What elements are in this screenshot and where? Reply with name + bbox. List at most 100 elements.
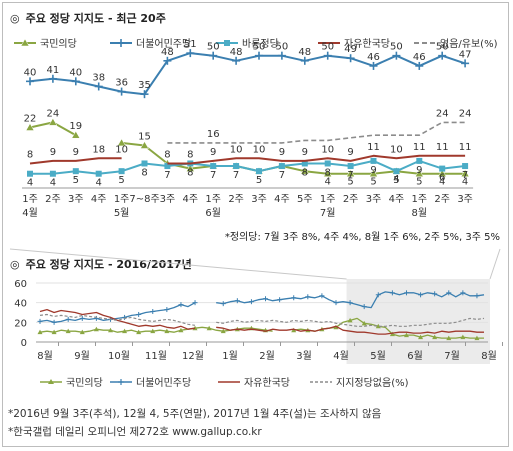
chart1-label-1-7: 51	[184, 39, 197, 50]
chart2-point-0-46	[361, 320, 367, 326]
chart1-point-1-3	[94, 82, 103, 91]
chart1-point-2-16	[393, 168, 400, 175]
chart1-point-0-15	[369, 169, 378, 177]
connector-right	[489, 248, 501, 280]
chart1-label-3-17: 11	[413, 142, 426, 153]
chart2-point-1-16	[150, 309, 156, 315]
chart2-month-7: 3월	[296, 350, 312, 362]
chart2-point-1-46	[361, 304, 367, 310]
chart2-point-1-48	[375, 292, 381, 298]
chart1-point-1-19	[461, 59, 470, 68]
chart1-label-0-16: 4	[393, 174, 399, 185]
chart2-point-1-54	[418, 292, 424, 298]
chart2-point-1-6	[79, 315, 85, 321]
footnote-source: *한국갤럽 데일리 오피니언 제272호 www.gallup.co.kr	[8, 426, 262, 438]
chart1-point-1-0	[26, 77, 34, 86]
chart2-point-0-0	[37, 329, 43, 335]
chart2-point-0-56	[432, 334, 438, 340]
chart2-series-1-seg-0	[39, 302, 196, 323]
chart1-point-1-17	[415, 61, 424, 70]
legend1-label-2: 바른정당	[242, 38, 279, 50]
chart1-xtick-12: 5주	[297, 194, 313, 205]
chart1-label-3-19: 11	[459, 142, 472, 153]
chart1-label-2-3: 4	[96, 178, 102, 189]
chart1-point-1-14	[346, 54, 355, 63]
chart2-point-1-58	[446, 290, 452, 296]
chart1-month-3: 7월	[320, 207, 336, 219]
chart1-series-0-seg-1	[121, 141, 466, 175]
chart1-point-2-6	[164, 163, 171, 170]
legend1-label-3: 자유한국당	[344, 38, 390, 50]
chart2-point-1-32	[263, 296, 269, 302]
chart1-label-2-1: 4	[50, 178, 56, 189]
chart1-point-2-0	[27, 170, 33, 177]
chart1-label-1-10: 50	[253, 42, 266, 53]
chart2-point-1-0	[37, 318, 43, 324]
chart2-ytick-1: 20	[14, 318, 27, 329]
legend2-marker-1	[118, 379, 124, 385]
chart1-point-2-13	[324, 160, 331, 167]
chart1-label-3-10: 10	[253, 144, 266, 155]
chart2-title-mark: ◎	[10, 258, 20, 271]
chart1-xtick-4: 1주	[114, 194, 130, 205]
chart1-label-0-5: 15	[138, 132, 151, 143]
chart1-label-1-13: 50	[321, 42, 334, 53]
chart2-ytick-2: 40	[14, 299, 27, 310]
legend2-label-2: 자유한국당	[244, 377, 290, 389]
chart2-point-1-36	[291, 295, 297, 301]
chart1-xtick-10: 3주	[251, 194, 267, 205]
legend1-label-4: 없음/유보(%)	[440, 37, 498, 50]
chart1-point-2-17	[416, 157, 423, 164]
chart2-point-1-20	[178, 302, 184, 308]
chart1-xtick-0: 1주	[22, 194, 38, 205]
chart1-point-2-12	[301, 160, 308, 167]
chart1-label-3-1: 9	[50, 147, 56, 158]
chart1-label-3-9: 10	[230, 144, 243, 155]
chart1-label-3-2: 9	[73, 147, 79, 158]
chart1-label-2-7: 8	[187, 167, 193, 178]
chart2-recent-highlight	[346, 279, 490, 364]
chart1-point-0-13	[323, 169, 333, 177]
chart1-label-2-13: 8	[325, 167, 331, 178]
chart1-month-4: 8월	[412, 207, 428, 219]
chart2-point-0-12	[122, 328, 128, 334]
chart1-title: ◎ 주요 정당 지지도 - 최근 20주	[10, 10, 166, 26]
chart1-xtick-9: 2주	[228, 194, 244, 205]
chart1-label-2-16: 5	[393, 175, 399, 186]
chart2-point-0-54	[418, 334, 424, 340]
chart2-point-1-34	[277, 297, 283, 303]
chart2-point-1-50	[389, 290, 395, 296]
chart1-point-0-0	[25, 123, 35, 131]
chart1-label-1-16: 50	[390, 42, 403, 53]
chart2-point-0-14	[136, 329, 142, 335]
chart1-point-0-18	[437, 169, 447, 177]
chart1-label-4-8: 16	[207, 129, 220, 140]
chart2-point-0-22	[192, 325, 198, 331]
chart1-point-2-8	[210, 163, 217, 170]
chart1-label-2-4: 5	[118, 175, 124, 186]
chart2-point-1-28	[234, 298, 240, 304]
chart1-xtick-17: 1주	[412, 194, 428, 205]
chart1-point-2-9	[233, 163, 240, 170]
chart1-xtick-16: 4주	[389, 194, 405, 205]
chart1-label-0-19: 4	[462, 177, 468, 188]
chart1-label-1-3: 38	[92, 72, 105, 83]
chart1-xtick-8: 1주	[205, 194, 221, 205]
chart2-ytick-3: 60	[14, 279, 27, 290]
chart2-point-0-48	[375, 323, 381, 329]
legend1-label-1: 더불어민주당	[136, 38, 191, 50]
chart1-label-3-18: 11	[436, 142, 449, 153]
chart1-label-2-14: 7	[347, 170, 353, 181]
chart1-label-1-18: 50	[436, 42, 449, 53]
chart1-point-1-7	[186, 49, 195, 58]
chart1-label-3-4: 10	[115, 144, 128, 155]
chart1-label-3-12: 9	[302, 147, 308, 158]
chart1-label-2-6: 7	[164, 170, 170, 181]
chart1-xtick-11: 4주	[274, 194, 290, 205]
chart2-point-1-30	[248, 299, 254, 305]
chart1-label-1-1: 41	[47, 65, 60, 76]
chart1-xtick-14: 2주	[343, 194, 359, 205]
chart2-point-1-2	[51, 319, 57, 325]
chart1-xtick-7: 4주	[183, 194, 199, 205]
chart2-month-4: 12월	[182, 350, 204, 362]
